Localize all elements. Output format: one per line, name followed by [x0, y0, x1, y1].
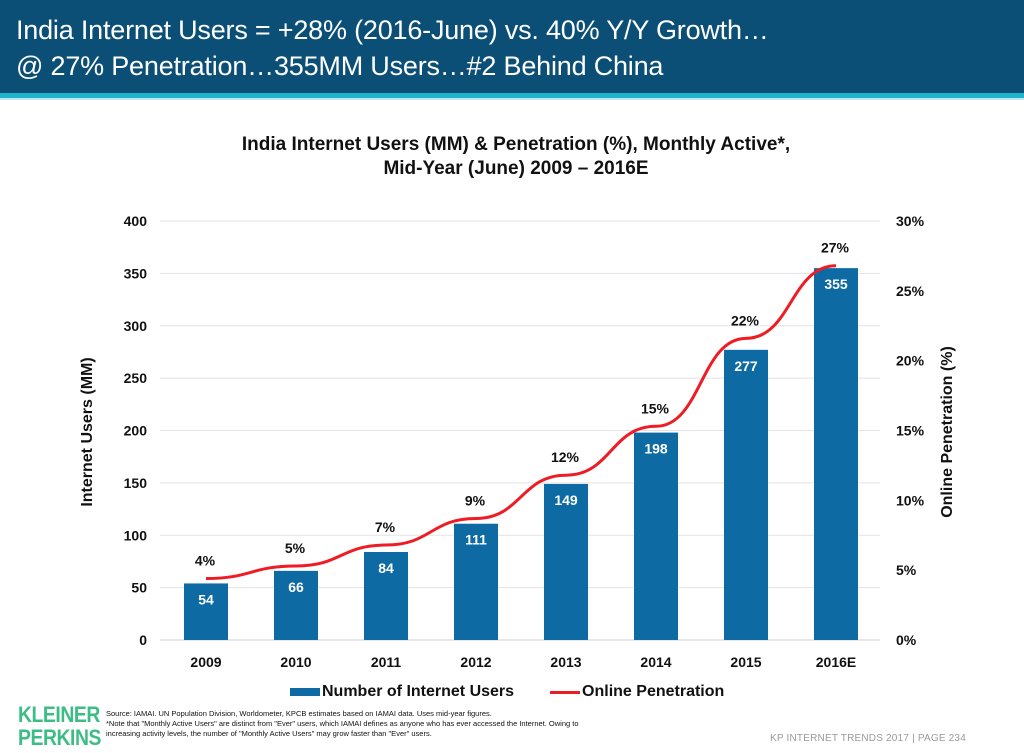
legend-bar-label: Number of Internet Users: [322, 683, 515, 700]
left-axis-tick-label: 50: [131, 580, 147, 596]
bar-value-label: 84: [378, 560, 394, 576]
source-line-3: increasing activity levels, the number o…: [106, 729, 432, 738]
source-line-1: Source: IAMAI. UN Population Division, W…: [106, 709, 492, 718]
right-axis-tick-label: 10%: [896, 492, 925, 508]
x-axis-tick-label: 2012: [460, 654, 491, 670]
penetration-label: 7%: [375, 519, 396, 535]
bar-2010: [274, 570, 318, 640]
penetration-line: [205, 264, 837, 581]
penetration-labels: 4% 5% 7% 9% 12% 15% 22% 27%: [195, 240, 850, 569]
bar-2016E: [814, 268, 858, 640]
right-axis-tick-label: 0%: [896, 632, 917, 648]
chart-title: India Internet Users (MM) & Penetration …: [241, 134, 791, 155]
chart-subtitle: Mid-Year (June) 2009 – 2016E: [383, 158, 649, 179]
right-axis-title: Online Penetration (%): [939, 346, 956, 518]
page-reference: KP INTERNET TRENDS 2017 | PAGE 234: [770, 733, 966, 744]
x-axis-ticks: 2009 2010 2011 2012 2013 2014 2015 2016E: [190, 654, 856, 670]
penetration-label: 5%: [285, 540, 306, 556]
left-axis-tick-label: 200: [124, 423, 148, 439]
header-accent-stripe-light: [0, 98, 1024, 100]
left-axis-tick-label: 250: [124, 370, 148, 386]
penetration-label: 15%: [641, 400, 670, 416]
penetration-label: 27%: [821, 240, 850, 256]
bar-value-label: 111: [465, 532, 487, 548]
bars: [184, 268, 858, 640]
penetration-label: 9%: [465, 492, 486, 508]
kleiner-perkins-logo: KLEINER PERKINS: [18, 703, 101, 749]
x-axis-tick-label: 2014: [640, 654, 671, 670]
bar-2013: [544, 483, 588, 640]
bar-2015: [724, 349, 768, 640]
left-axis-tick-label: 100: [124, 527, 148, 543]
penetration-label: 22%: [731, 312, 760, 328]
penetration-label: 12%: [551, 449, 580, 465]
bar-value-labels: 54 66 84 111 149 198 277 355: [198, 276, 848, 607]
bar-value-label: 198: [644, 441, 668, 457]
logo-line-1: KLEINER: [18, 702, 100, 727]
x-axis-tick-label: 2011: [371, 654, 402, 670]
x-axis-tick-label: 2009: [190, 654, 221, 670]
left-axis-tick-label: 350: [124, 265, 148, 281]
x-axis-tick-label: 2010: [280, 654, 311, 670]
legend-bar-swatch: [290, 688, 320, 696]
left-axis-title: Internet Users (MM): [79, 357, 96, 506]
legend-line-swatch: [550, 690, 581, 694]
right-axis-tick-label: 25%: [896, 283, 925, 299]
source-footnote: Source: IAMAI. UN Population Division, W…: [106, 709, 579, 739]
bar-2014: [634, 432, 678, 640]
chart-legend: Number of Internet Users Online Penetrat…: [290, 682, 724, 702]
right-axis-tick-label: 30%: [896, 213, 925, 229]
legend-line-label: Online Penetration: [582, 683, 725, 700]
bar-value-label: 66: [288, 579, 304, 595]
slide-title-line-1: India Internet Users = +28% (2016-June) …: [16, 15, 769, 45]
left-axis-tick-label: 400: [124, 213, 148, 229]
left-axis-tick-label: 150: [124, 475, 148, 491]
bar-value-label: 149: [554, 492, 578, 508]
slide-header: India Internet Users = +28% (2016-June) …: [0, 0, 1024, 93]
slide-title-line-2: @ 27% Penetration…355MM Users…#2 Behind …: [16, 51, 664, 81]
bar-2011: [364, 552, 408, 640]
x-axis-tick-label: 2015: [730, 654, 761, 670]
right-axis-ticks: 0% 5% 10% 15% 20% 25% 30%: [896, 213, 925, 648]
x-axis-tick-label: 2013: [550, 654, 581, 670]
right-axis-tick-label: 5%: [896, 562, 917, 578]
left-axis-ticks: 0 50 100 150 200 250 300 350 400: [124, 213, 148, 648]
bar-2009: [184, 583, 228, 640]
left-axis-tick-label: 300: [124, 318, 148, 334]
right-axis-tick-label: 20%: [896, 353, 925, 369]
source-line-2: *Note that "Monthly Active Users" are di…: [106, 719, 579, 728]
bar-value-label: 54: [198, 591, 214, 607]
bar-value-label: 277: [734, 358, 758, 374]
gridlines: [160, 220, 880, 641]
x-axis-tick-label: 2016E: [816, 654, 856, 670]
right-axis-tick-label: 15%: [896, 423, 925, 439]
bar-2012: [454, 523, 498, 640]
left-axis-tick-label: 0: [139, 632, 147, 648]
logo-line-2: PERKINS: [18, 725, 101, 750]
bar-value-label: 355: [824, 276, 848, 292]
penetration-line-group: [205, 264, 837, 581]
header-accent-stripe: [0, 93, 1024, 98]
penetration-label: 4%: [195, 553, 216, 569]
